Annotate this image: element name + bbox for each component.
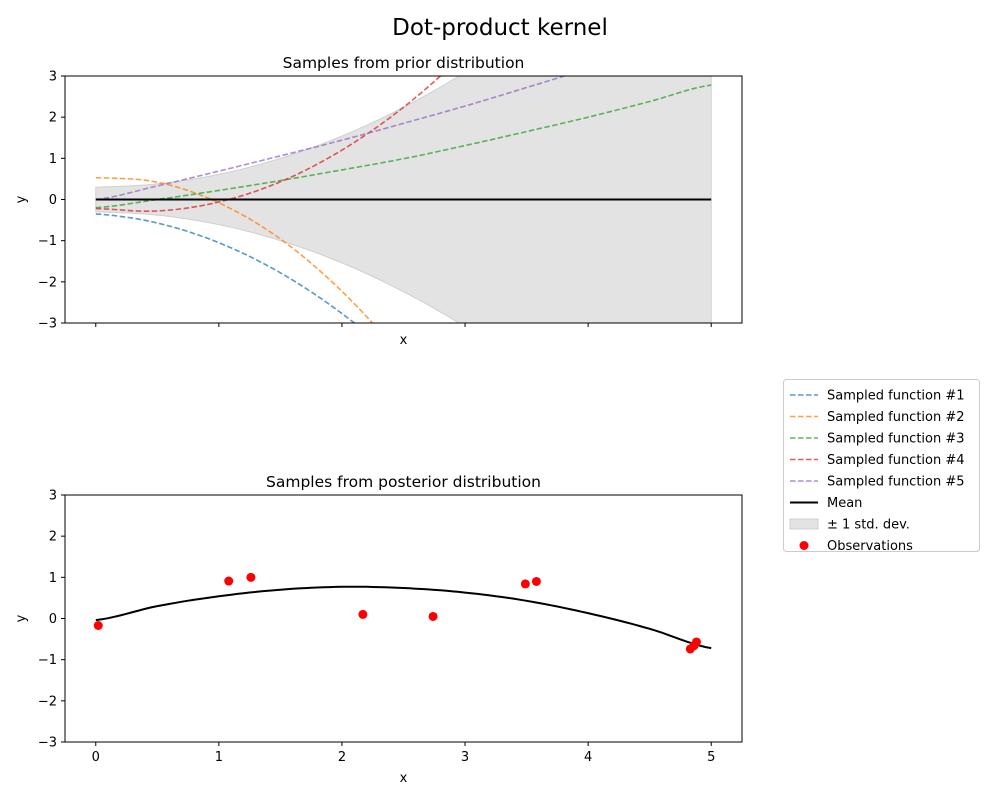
axes-frame [64,494,743,743]
observation-point [428,611,438,621]
y-tick-label: −2 [38,275,57,290]
legend-item: ± 1 std. dev. [789,518,910,533]
observation-point [531,576,541,586]
x-axis-label: x [400,333,408,348]
legend-label: Sampled function #4 [827,453,965,468]
y-tick-label: 3 [49,489,57,504]
y-tick-label: −1 [38,234,57,249]
subplot-title: Samples from prior distribution [283,54,525,72]
observation-point [520,579,530,589]
y-tick-label: −1 [38,653,57,668]
legend-item: Sampled function #4 [790,453,965,468]
legend-label: Sampled function #5 [827,475,965,490]
observation-point [93,620,103,630]
legend-label: Sampled function #3 [827,432,965,447]
observation-point [224,576,234,586]
legend-item: Mean [790,496,862,511]
legend-label: Sampled function #2 [827,410,965,425]
legend-item: Sampled function #2 [790,410,965,425]
legend-swatch [789,518,819,530]
y-tick-label: −3 [38,317,57,332]
y-tick-label: 1 [49,152,57,167]
legend-item: Sampled function #5 [790,475,965,490]
observation-point [691,637,701,647]
legend-label: ± 1 std. dev. [827,518,910,533]
y-tick-label: 0 [49,193,57,208]
legend-swatch [799,541,809,550]
y-tick-label: 0 [49,612,57,627]
legend: Sampled function #1 Sampled function #2 Sa… [783,379,980,554]
x-tick-label: 3 [461,750,469,765]
mean-line [95,585,712,650]
sampled-function-5 [95,76,567,201]
legend-label: Observations [827,539,913,554]
subplot-title: Samples from posterior distribution [266,473,541,491]
observation-point [358,609,368,619]
subplot-posterior: 0 1 2 3 4 5 −3 −2 −1 0 1 2 3 Samples from posterior d… [14,473,743,786]
x-tick-label: 4 [584,750,592,765]
x-tick-label: 0 [92,750,100,765]
x-tick-label: 2 [338,750,346,765]
legend-item: Sampled function #3 [790,432,965,447]
sampled-function-4 [95,76,442,212]
y-tick-label: 1 [49,571,57,586]
y-tick-label: 2 [49,530,57,545]
y-tick-label: −2 [38,694,57,709]
subplot-prior: −3 −2 −1 0 1 2 3 Samples from prior distributio… [14,54,743,348]
y-axis-label: y [14,195,29,203]
x-tick-label: 1 [215,750,223,765]
x-axis-label: x [400,771,408,786]
observation-point [246,572,256,582]
legend-item: Sampled function #1 [790,389,965,404]
legend-box [783,379,980,552]
x-tick-label: 5 [707,750,715,765]
sampled-function-3 [95,84,712,209]
plot-area [93,572,712,654]
sampled-function-1 [95,213,356,323]
y-axis-label: y [14,614,29,622]
figure-title: Dot-product kernel [392,15,608,41]
y-tick-label: −3 [38,736,57,751]
y-tick-label: 2 [49,111,57,126]
sampled-function-2 [95,176,374,323]
legend-label: Mean [827,496,862,511]
y-tick-label: 3 [49,70,57,85]
plot-area [95,76,712,323]
subplots: −3 −2 −1 0 1 2 3 Samples from prior distributio… [14,54,743,786]
legend-label: Sampled function #1 [827,389,965,404]
legend-item: Observations [799,539,913,554]
